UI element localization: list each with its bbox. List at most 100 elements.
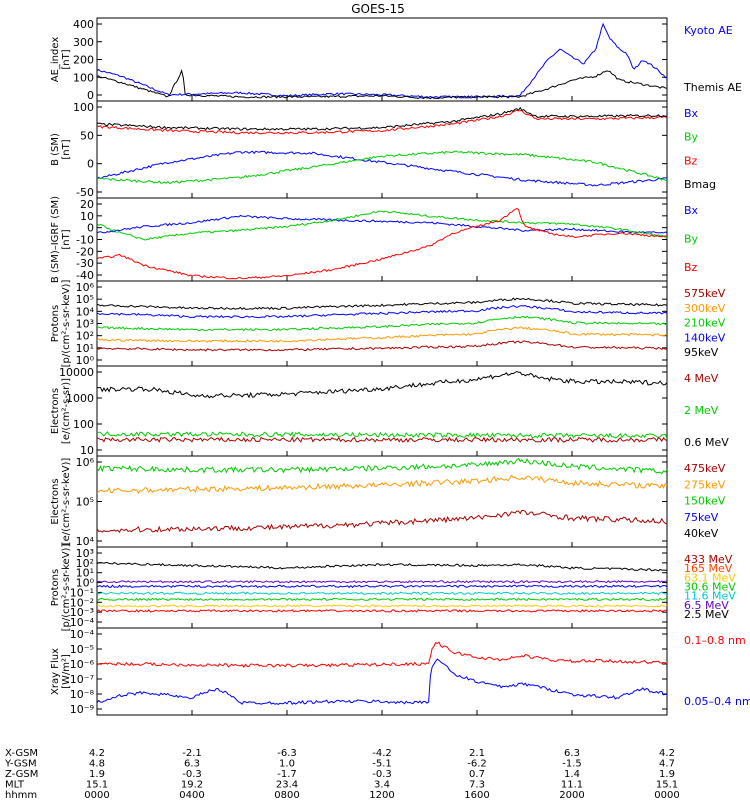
x-axis-value: 1.9 [89,769,105,780]
x-axis-value: 4.8 [89,759,105,770]
chart-title: GOES-15 [351,2,405,16]
y-tick-label: 10⁻¹ [70,586,94,599]
y-tick-label: 10 [80,210,94,223]
y-axis-label: [e/(cm²-s-sr)] [61,378,72,444]
y-tick-label: 10⁶ [76,281,95,294]
legend-entry: Kyoto AE [684,24,733,37]
legend-entry: Bz [684,261,698,274]
y-tick-label: 10¹ [76,342,94,355]
series-line-433-mev [96,609,668,613]
y-axis-label: [W/m²] [61,654,72,689]
panel-electrons1: 10000 1000 100 10 Electrons [e/(cm²-s-sr)] 4 M… [50,365,729,457]
x-axis-value: -0.3 [372,769,392,780]
y-tick-label: 0 [87,222,94,235]
y-tick-label: 10¹ [76,567,94,580]
legend-entry: Bx [684,107,699,120]
y-axis-label: Protons [50,305,61,342]
legend-entry: 40keV [684,527,719,540]
y-axis-label: [nT] [61,139,72,159]
legend-entry: 300keV [684,302,726,315]
y-axis-label: [nT] [61,229,72,249]
x-axis-value: 11.1 [561,780,583,791]
y-tick-label: 100 [73,418,94,431]
legend-entry: 0.6 MeV [684,436,729,449]
legend-entry: 575keV [684,287,726,300]
x-axis-value: -2.1 [182,748,202,759]
x-axis-value: 6.3 [564,748,580,759]
y-tick-label: 10² [76,557,94,570]
legend-entry: 11.6 MeV [684,590,736,603]
legend-entry: 433 MeV [684,553,733,566]
y-tick-label: -10 [76,234,94,247]
x-axis-value: 7.3 [469,780,485,791]
x-axis-value: 4.2 [659,748,675,759]
series-line-140kev [96,304,668,319]
y-tick-label: 10³ [76,547,94,560]
panel-bsm: 100 50 0 -50 B (SM) [nT] Bx By Bz Bmag [50,100,716,199]
series-line-bmag [96,106,667,131]
y-axis-label: Protons [50,569,61,606]
x-axis-row-label: X-GSM [5,748,38,759]
y-tick-label: 10⁵ [76,293,94,306]
series-line-210kev [96,315,668,332]
x-axis-value: 1200 [369,790,394,800]
y-tick-label: 10⁻² [70,596,94,609]
y-tick-label: 200 [73,54,94,67]
x-axis-value: 23.4 [276,780,298,791]
legend-entry: 2 MeV [684,404,719,417]
y-tick-label: 10⁴ [76,305,95,318]
x-axis-value: 19.2 [181,780,203,791]
legend-entry: 30.6 MeV [684,581,736,594]
x-axis-value: 0400 [179,790,204,800]
legend-entry: By [684,233,699,246]
y-tick-label: 50 [80,129,94,142]
y-axis-label: AE_index [50,37,61,83]
legend-entry: Bx [684,204,699,217]
series-line-bx [96,150,668,187]
series-line-95kev [96,297,668,310]
panel-frame [96,197,668,282]
y-tick-label: 10⁰ [76,577,95,590]
x-axis-value: 1600 [464,790,489,800]
y-tick-label: 10⁻⁵ [70,643,94,656]
panel-electrons2: 10⁶ 10⁵ 10⁴ Electrons [e/(cm²-s-sr-keV)] 475k… [50,455,726,548]
y-tick-label: -30 [76,257,94,270]
legend-entry: 275keV [684,478,726,491]
x-axis-value: 15.1 [86,780,108,791]
y-tick-label: 300 [73,36,94,49]
legend-entry: 63.1 MeV [684,571,736,584]
series-group [96,457,668,533]
series-line-165-mev [96,604,668,608]
panel-frame [96,546,668,629]
legend-entry: Bmag [684,178,716,191]
series-line-kyoto-ae [96,22,668,99]
x-axis-value: 1.9 [659,769,675,780]
x-axis-row-label: Y-GSM [4,759,37,770]
x-axis-value: 15.1 [656,780,678,791]
y-axis-label: Electrons [50,478,61,524]
panel-frame [96,280,668,367]
series-line-275kev [96,474,668,494]
y-tick-label: -50 [76,186,94,199]
legend-entry: By [684,131,699,144]
y-tick-label: -40 [76,269,94,282]
x-axis-row-label: Z-GSM [5,769,38,780]
x-axis-value: 2.1 [469,748,485,759]
x-axis-value: 0800 [274,790,299,800]
y-axis-label: [p/(cm²-s-sr-keV)] [61,544,72,632]
legend-entry: 475keV [684,462,726,475]
series-line-bz [96,109,668,135]
x-axis-value: -0.3 [182,769,202,780]
legend-entry: 0.05–0.4 nm [684,695,750,708]
series-line-6-5-mev [96,579,668,584]
y-axis-label: [nT] [61,49,72,69]
y-tick-label: 10⁻⁴ [70,616,95,629]
series-line-themis-ae [96,68,668,100]
panel-xray: 10⁻⁴ 10⁻⁵ 10⁻⁶ 10⁻⁷ 10⁻⁸ 10⁻⁹ Xray Flux [W/m²] 0… [50,627,750,716]
x-axis-value: 0000 [84,790,109,800]
x-axis-table: X-GSMY-GSMZ-GSMMLThhmm20134.24.81.915.10… [4,748,680,800]
legend-entry: 95keV [684,346,719,359]
x-axis-value: 0000 [654,790,679,800]
legend-entry: 165 MeV [684,562,733,575]
